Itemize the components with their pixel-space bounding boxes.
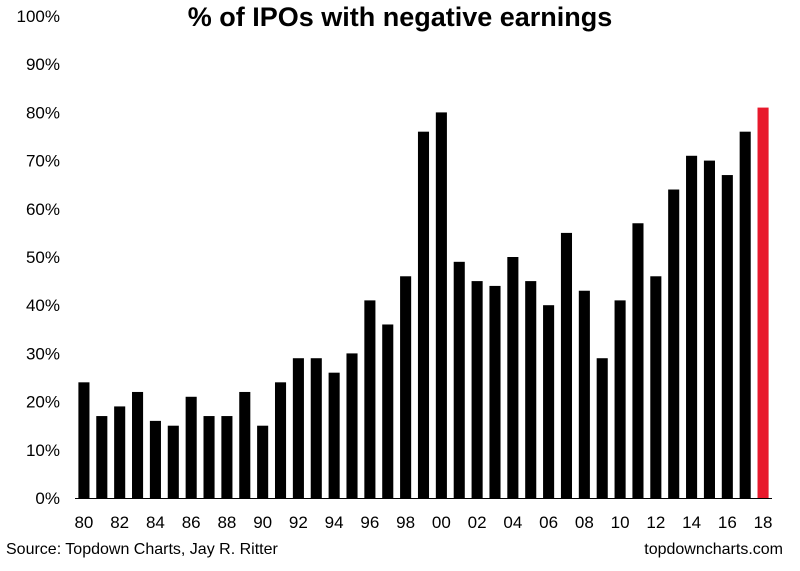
bar-2015	[703, 160, 715, 498]
bar-1995	[346, 353, 358, 498]
bar-1992	[292, 358, 304, 498]
bar-2011	[632, 223, 644, 498]
x-tick-label: 98	[396, 513, 415, 532]
bar-1994	[328, 372, 340, 498]
bar-1980	[78, 382, 90, 498]
bar-1982	[114, 406, 126, 498]
y-tick-label: 90%	[26, 55, 60, 74]
bar-1981	[96, 416, 108, 498]
bar-2004	[507, 257, 519, 498]
bar-1983	[132, 391, 144, 498]
bar-2016	[721, 175, 733, 498]
y-tick-label: 40%	[26, 296, 60, 315]
bar-1984	[149, 420, 161, 498]
x-tick-label: 08	[575, 513, 594, 532]
bar-1999	[417, 131, 430, 498]
x-tick-label: 92	[289, 513, 308, 532]
bar-2013	[668, 189, 680, 498]
bar-1987	[203, 416, 215, 498]
x-tick-label: 82	[110, 513, 129, 532]
y-tick-label: 20%	[26, 393, 60, 412]
bar-2012	[650, 276, 662, 498]
bar-1998	[400, 276, 412, 498]
x-tick-label: 10	[611, 513, 630, 532]
x-tick-label: 88	[217, 513, 236, 532]
bar-2017	[739, 131, 751, 498]
bar-2007	[560, 232, 573, 498]
x-tick-label: 90	[253, 513, 272, 532]
x-tick-label: 04	[503, 513, 522, 532]
x-tick-label: 18	[754, 513, 773, 532]
bar-1988	[221, 416, 233, 498]
bar-1997	[382, 324, 394, 498]
y-tick-label: 10%	[26, 441, 60, 460]
bar-1986	[185, 396, 197, 498]
bar-1996	[364, 300, 376, 498]
x-tick-label: 84	[146, 513, 165, 532]
bar-1985	[167, 425, 179, 498]
y-tick-label: 60%	[26, 200, 60, 219]
y-tick-label: 70%	[26, 152, 60, 171]
bar-2000	[435, 112, 447, 499]
bar-2008	[578, 290, 590, 498]
bar-2009	[596, 358, 608, 498]
x-tick-label: 14	[682, 513, 701, 532]
bar-1991	[274, 382, 287, 498]
x-tick-label: 86	[182, 513, 201, 532]
bar-2001	[453, 261, 465, 498]
x-tick-label: 94	[325, 513, 344, 532]
y-tick-label: 30%	[26, 344, 60, 363]
bar-1990	[257, 425, 269, 498]
x-tick-label: 16	[718, 513, 737, 532]
bar-2010	[614, 300, 626, 498]
y-tick-label: 0%	[35, 489, 60, 508]
y-tick-label: 50%	[26, 248, 60, 267]
x-tick-label: 00	[432, 513, 451, 532]
x-tick-label: 96	[360, 513, 379, 532]
x-tick-label: 06	[539, 513, 558, 532]
chart-title: % of IPOs with negative earnings	[187, 2, 613, 32]
x-tick-label: 80	[74, 513, 93, 532]
bar-2005	[525, 281, 537, 498]
y-tick-label: 100%	[17, 7, 60, 26]
bar-2018	[757, 107, 769, 498]
bar-1993	[310, 358, 322, 498]
bar-2014	[686, 155, 698, 498]
x-tick-label: 12	[646, 513, 665, 532]
bar-1989	[239, 391, 251, 498]
bar-2003	[489, 285, 501, 498]
site-credit: topdowncharts.com	[644, 541, 783, 558]
bar-2002	[471, 281, 483, 498]
bar-2006	[543, 305, 555, 498]
y-tick-label: 80%	[26, 103, 60, 122]
x-tick-label: 02	[468, 513, 487, 532]
source-note: Source: Topdown Charts, Jay R. Ritter	[6, 541, 278, 558]
